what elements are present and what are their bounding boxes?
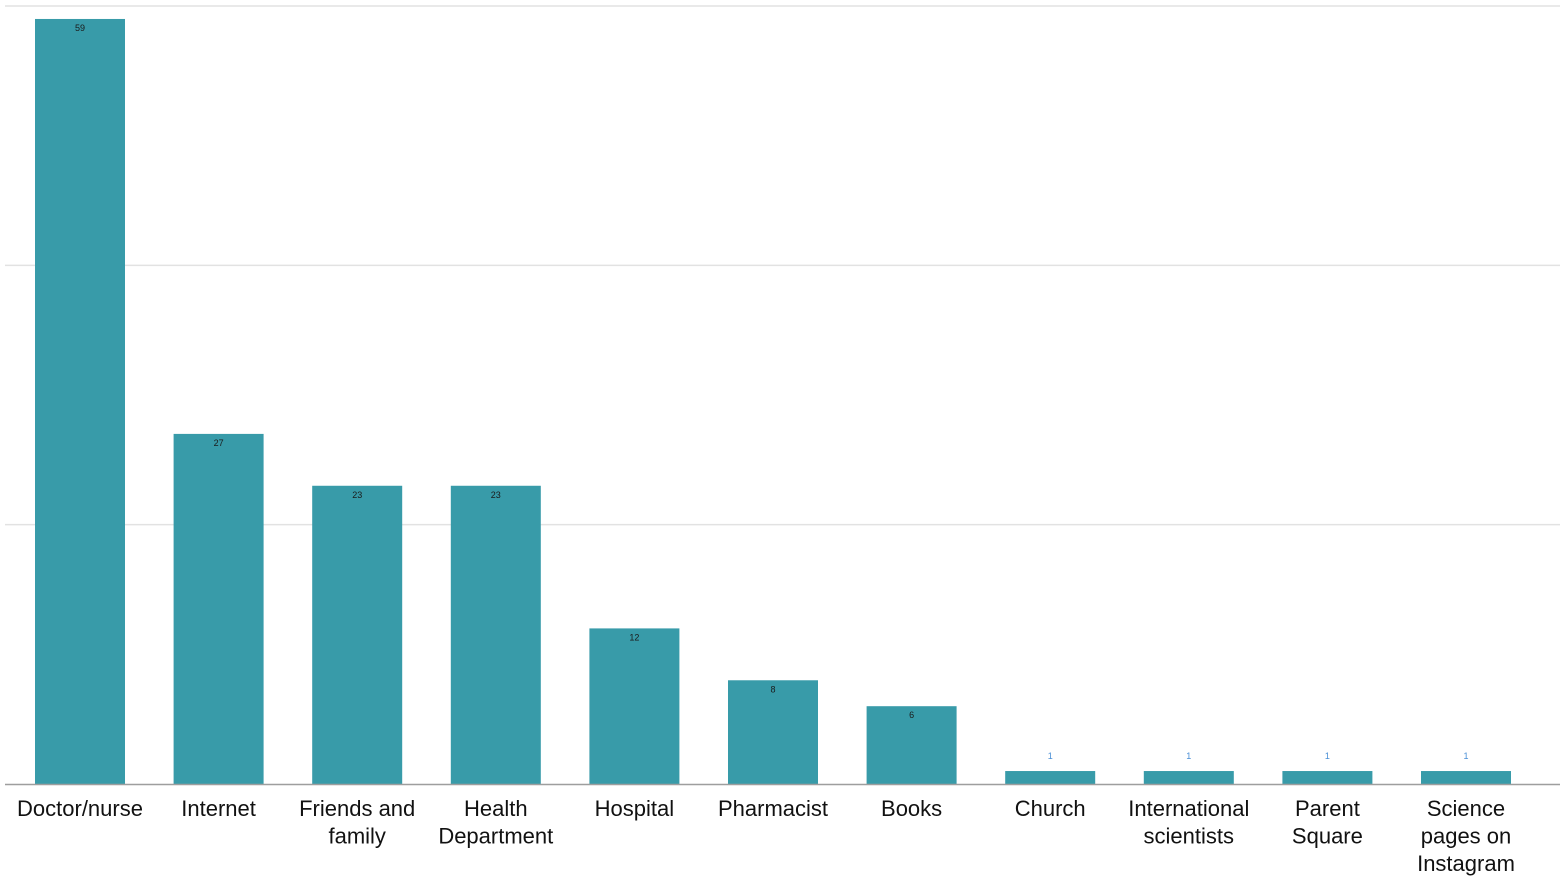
data-labels: 59 27 23 23 12 8 6 1 1 1 1 (75, 23, 1469, 761)
category-label: Parent Square (1292, 796, 1363, 849)
bar (728, 680, 818, 784)
data-label: 1 (1186, 751, 1191, 761)
gridlines (5, 5, 1560, 526)
category-label: Science pages on Instagram (1417, 796, 1515, 876)
category-label: Internet (181, 796, 256, 821)
bar (589, 628, 680, 784)
bar (1005, 771, 1096, 784)
bar (35, 18, 125, 784)
data-label: 6 (909, 710, 914, 720)
data-label: 8 (770, 684, 775, 694)
data-label: 12 (629, 632, 639, 642)
data-label: 23 (352, 490, 362, 500)
bar (1421, 771, 1511, 784)
data-label: 23 (491, 490, 501, 500)
category-label: Pharmacist (718, 796, 828, 821)
bar (173, 433, 264, 784)
data-label: 1 (1463, 751, 1468, 761)
data-label: 59 (75, 23, 85, 33)
bar (450, 485, 541, 784)
bar (866, 706, 957, 784)
data-label: 27 (214, 438, 224, 448)
bar (312, 485, 403, 784)
category-labels: Doctor/nurse Internet Friends and family Hea… (17, 796, 1515, 876)
bar (1282, 771, 1373, 784)
category-label: Friends and family (299, 796, 415, 849)
category-label: Church (1015, 796, 1086, 821)
category-label: Books (881, 796, 942, 821)
bars (35, 18, 1511, 784)
data-label: 1 (1325, 751, 1330, 761)
category-label: Hospital (595, 796, 674, 821)
category-label: International scientists (1128, 796, 1249, 849)
data-label: 1 (1048, 751, 1053, 761)
category-label: Health Department (438, 796, 553, 849)
category-label: Doctor/nurse (17, 796, 143, 821)
bar (1143, 771, 1234, 784)
